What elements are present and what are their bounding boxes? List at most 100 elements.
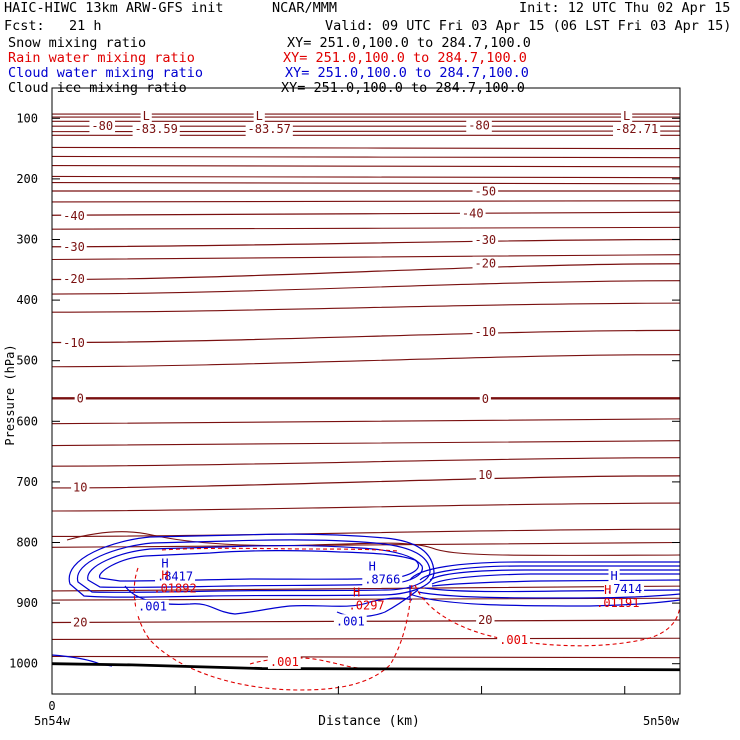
temperature-contour-label-bg (61, 336, 87, 351)
temperature-contour-label-bg (61, 271, 87, 286)
y-tick-label: 900 (16, 596, 38, 610)
temperature-contour (51, 175, 681, 179)
rain-contour (161, 547, 399, 552)
x-end-label-left: 5n54w (34, 714, 71, 728)
temperature-contour-label: 0 (482, 392, 489, 406)
extremum-marker-bg (366, 559, 378, 574)
temperature-contour (51, 155, 681, 159)
temperature-contour-label-bg (61, 208, 87, 223)
field-cloud-water-name: Cloud water mixing ratio (8, 65, 204, 81)
temperature-contour (51, 211, 681, 216)
extremum-value: .8766 (364, 572, 400, 586)
extremum-value: .01191 (596, 596, 639, 610)
extremum-value-bg (132, 122, 180, 137)
temperature-contour (51, 254, 681, 261)
extremum-marker: H (161, 556, 168, 570)
field-rain-xy: XY= 251.0,100.0 to 284.7,100.0 (283, 50, 527, 66)
extremum-value: .8417 (157, 569, 193, 583)
y-tick-label: 300 (16, 233, 38, 247)
contour-value-label-bg (267, 654, 301, 669)
extremum-marker: H (369, 559, 376, 573)
temperature-contour (51, 637, 681, 641)
contour-labels: 0 0 -10 -10 -20 -20 -30 -30 -40 -40 -50 -80 -80 10 10 2… (61, 109, 661, 669)
init-time: Init: 12 UTC Thu 02 Apr 15 (519, 0, 731, 16)
temperature-contour-label: -50 (474, 185, 496, 199)
field-rain-name: Rain water mixing ratio (8, 50, 195, 66)
temperature-contour-label-bg (89, 119, 116, 134)
temperature-contour-label: -20 (474, 257, 496, 271)
y-tick-label: 700 (16, 475, 38, 489)
temperature-contour (66, 531, 681, 557)
extremum-marker: L (143, 109, 150, 123)
cloud-water-contour (68, 533, 435, 598)
temperature-contour-label: -10 (63, 336, 85, 350)
temperature-contour (51, 165, 681, 168)
extremum-marker: H (353, 585, 360, 599)
temperature-contour-label-bg (74, 391, 86, 406)
temperature-contour-label-bg (71, 615, 90, 630)
temperature-contour (51, 440, 681, 447)
extremum-marker-bg (608, 569, 620, 584)
temperature-contour (51, 655, 681, 659)
temperature-contour (51, 585, 681, 592)
temperature-contour-label: -40 (63, 209, 85, 223)
cloud-water-contour (429, 569, 680, 581)
field-cloud-water-xy: XY= 251.0,100.0 to 284.7,100.0 (285, 65, 529, 81)
temperature-contour-label: -30 (474, 233, 496, 247)
extremum-value: -83.57 (248, 122, 291, 136)
temperature-contour (51, 238, 681, 248)
extremum-value-bg (155, 569, 196, 584)
y-tick-label: 500 (16, 354, 38, 368)
field-snow-name: Snow mixing ratio (8, 35, 147, 51)
model-title: HAIC-HIWC 13km ARW-GFS init (4, 0, 224, 16)
temperature-contour (51, 200, 681, 203)
temperature-contour-label: 10 (478, 468, 492, 482)
cloud-water-contour (87, 545, 423, 589)
temperature-contour-label-bg (472, 325, 499, 340)
extremum-value-bg (613, 122, 661, 137)
cloud-water-contour (409, 593, 681, 607)
y-tick-label: 800 (16, 536, 38, 550)
temperature-contour (51, 302, 681, 313)
extremum-marker-bg (253, 109, 265, 124)
temperature-contour-label-bg (71, 480, 90, 495)
x-tick-label-zero: 0 (48, 699, 55, 713)
temperature-contour (51, 475, 681, 489)
x-end-label-right: 5n50w (643, 714, 680, 728)
extremum-value: -82.71 (615, 122, 658, 136)
rain-contour (414, 584, 681, 647)
valid-time: Valid: 09 UTC Fri 03 Apr 15 (06 LST Fri … (325, 18, 732, 34)
y-tick-label: 100 (16, 111, 38, 125)
temperature-contour-label-bg (472, 233, 499, 248)
temperature-contour (51, 263, 681, 281)
cloud-water-contour (419, 565, 680, 581)
y-tick-label: 400 (16, 293, 38, 307)
extremum-value: -83.59 (135, 122, 178, 136)
forecast-hour: Fcst: 21 h (4, 18, 102, 34)
extremum-marker: H (161, 568, 168, 582)
cloud-water-contour (431, 573, 680, 585)
x-axis-label: Distance (km) (318, 714, 420, 729)
contour-value-label: .001 (270, 655, 299, 669)
temperature-contour (51, 226, 681, 230)
temperature-contour-label-bg (476, 613, 495, 628)
temperature-contour-label-bg (472, 184, 499, 199)
cloud-water-contours (51, 533, 681, 667)
temperature-contour-label-bg (466, 118, 492, 133)
cloud-water-contour (424, 587, 681, 593)
temperature-contour (51, 418, 681, 425)
extremum-value-bg (245, 122, 293, 137)
temperature-contour-label-bg (479, 391, 491, 406)
temperature-contour-label: -80 (91, 119, 113, 133)
cloud-water-contour (99, 550, 420, 582)
temperature-contour (51, 146, 681, 150)
temperature-contour (51, 280, 681, 295)
extremum-marker-bg (621, 109, 633, 124)
extremum-marker: H (610, 569, 617, 583)
extremum-value: .01892 (153, 581, 196, 595)
terrain-line (51, 662, 681, 672)
extremum-marker: L (256, 109, 263, 123)
temperature-contour-label: -20 (63, 272, 85, 286)
